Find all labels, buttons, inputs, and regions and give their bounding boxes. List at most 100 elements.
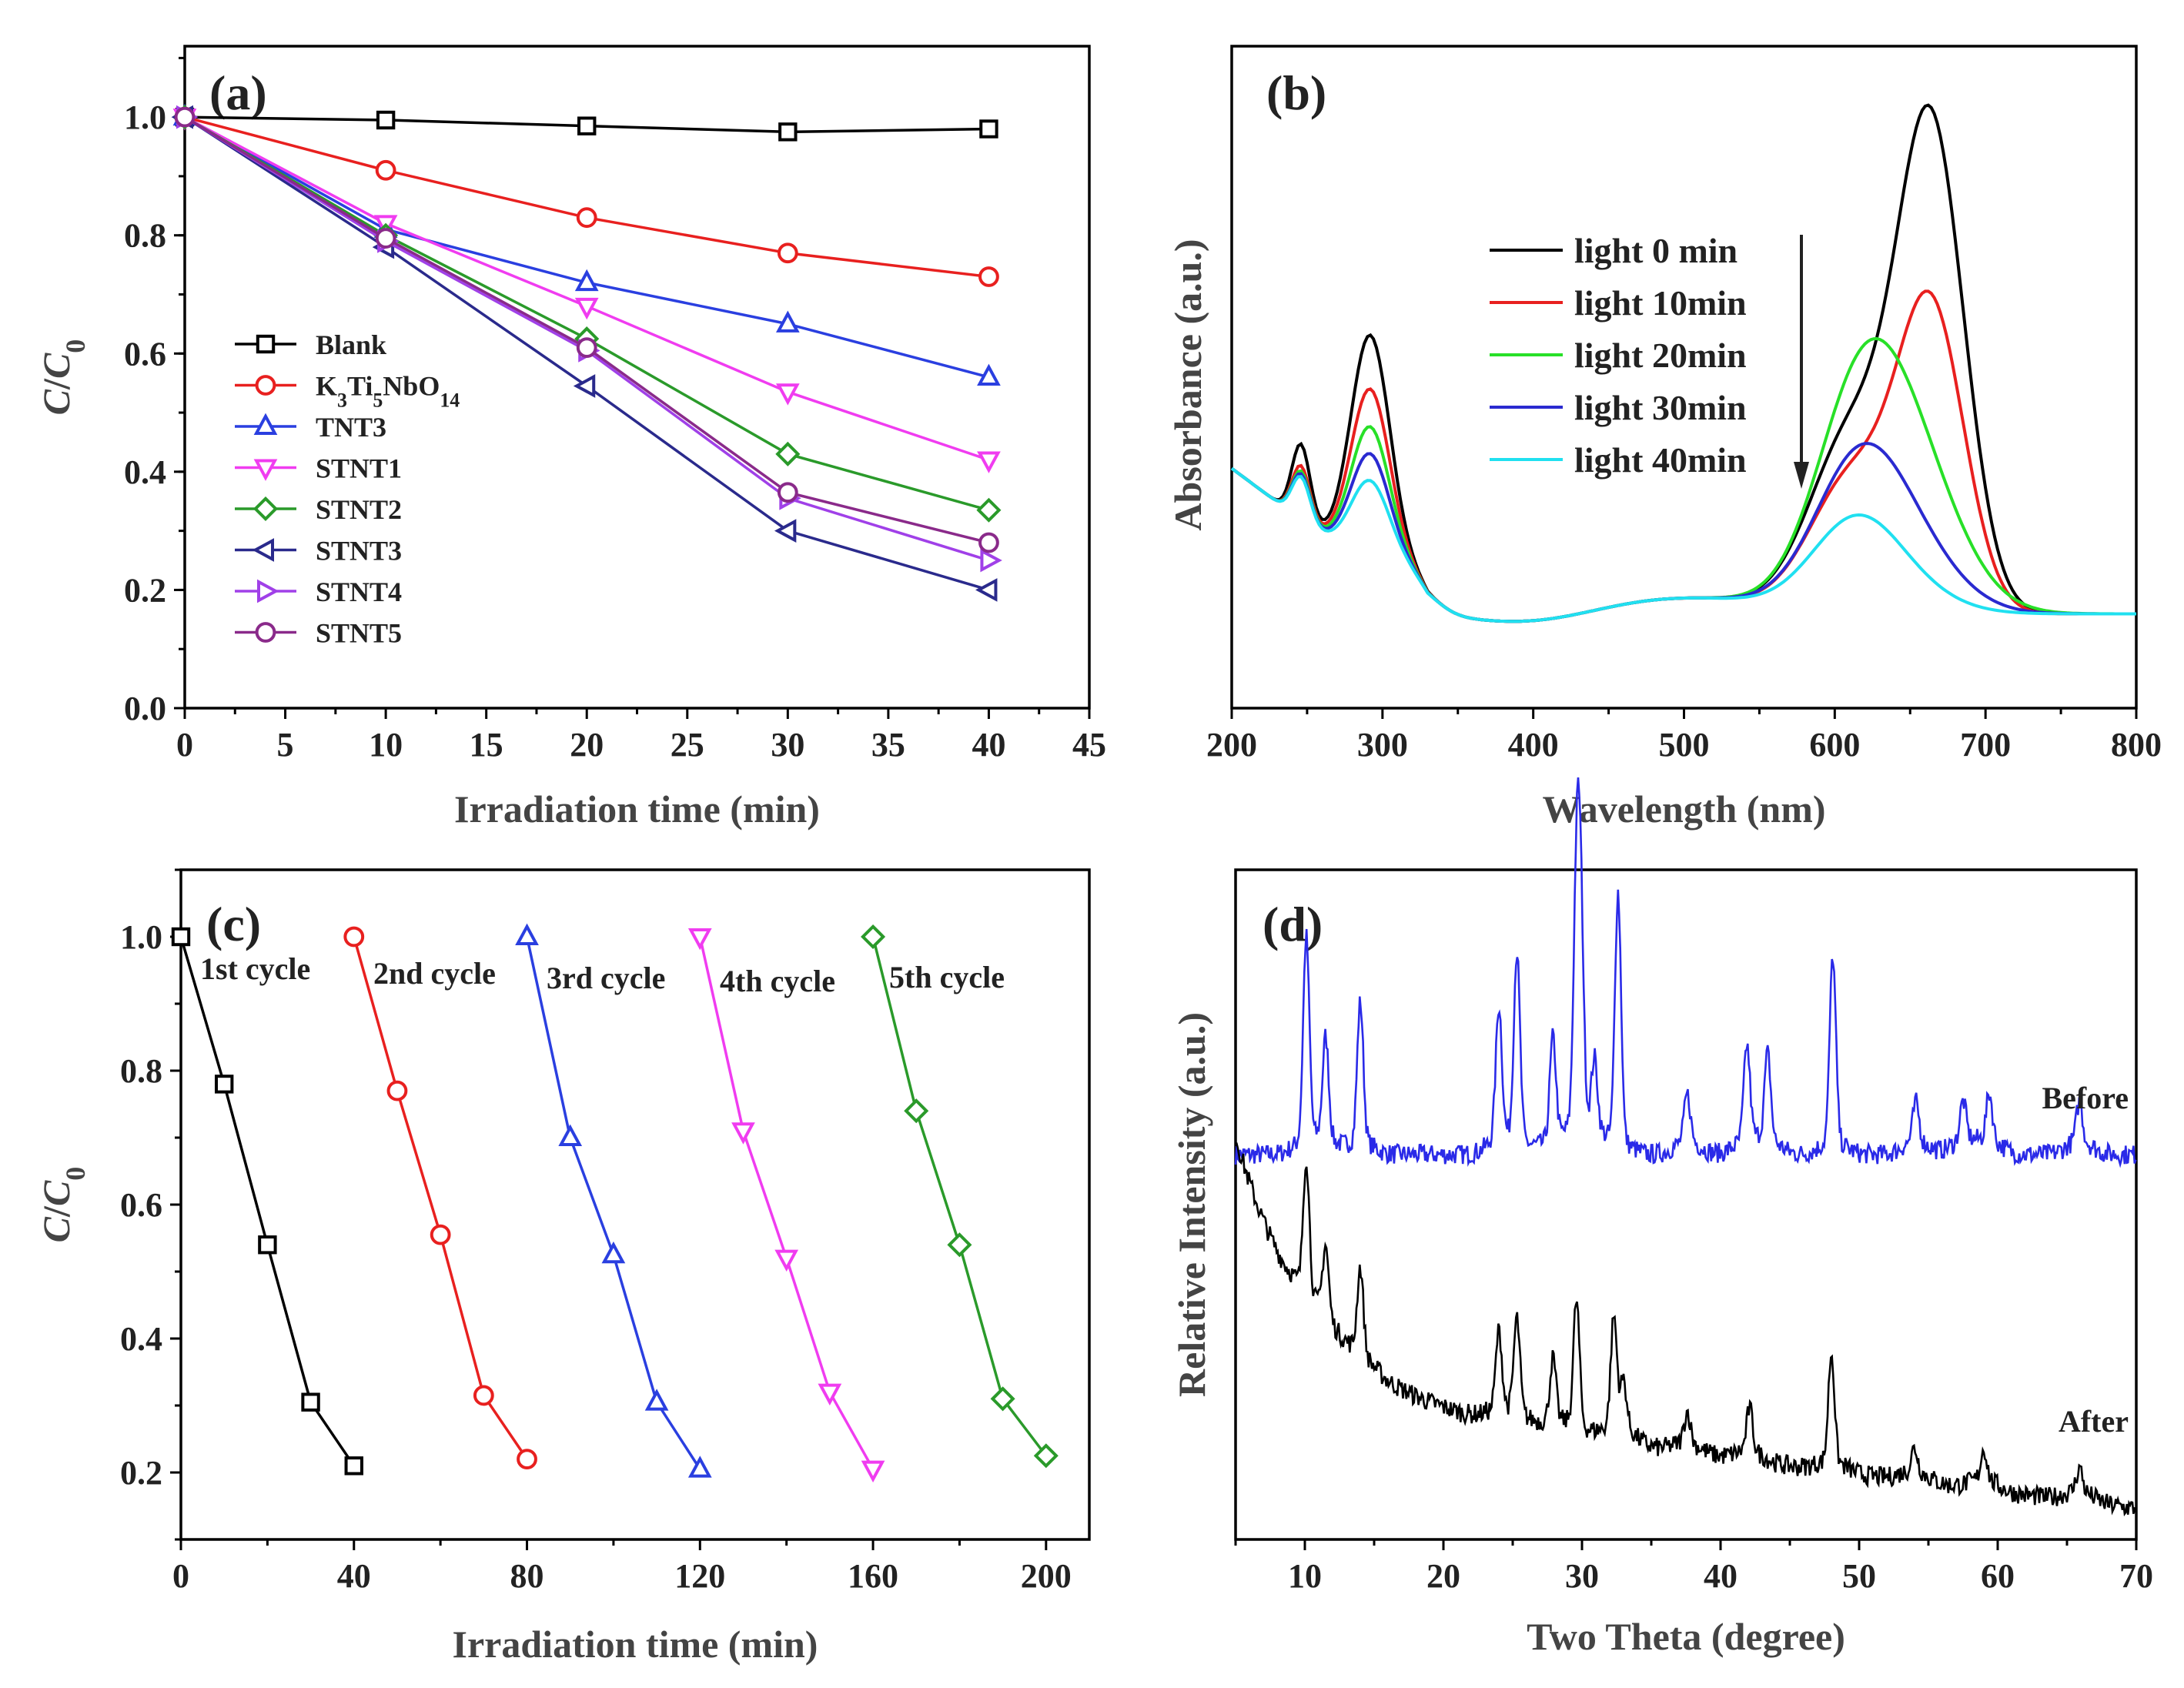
x-tick-label: 10 — [1288, 1557, 1322, 1595]
data-point — [687, 1456, 712, 1478]
data-point — [777, 242, 798, 264]
x-tick-label: 500 — [1659, 726, 1710, 764]
series-line — [179, 936, 356, 1467]
data-point — [774, 519, 797, 543]
legend-marker — [253, 496, 279, 522]
y-tick-label: 0.6 — [120, 1186, 162, 1224]
x-tick-label: 160 — [848, 1557, 898, 1595]
text-part: / — [35, 1205, 78, 1218]
x-axis-label: Wavelength (nm) — [1542, 787, 1825, 831]
y-tick-label: 0.4 — [124, 453, 166, 491]
x-axis-label: Irradiation time (min) — [453, 1623, 818, 1666]
panel-b: 200 300 400 500 600 700 800 (b) Wavelength (nm) A… — [1166, 45, 2162, 831]
data-point — [473, 1385, 494, 1406]
x-tick-label: 15 — [470, 726, 503, 764]
y-tick-label: 1.0 — [120, 918, 162, 956]
data-point — [978, 532, 999, 553]
text-part: C — [35, 1180, 78, 1206]
pattern-line — [1234, 777, 2137, 1168]
x-tick-label: 20 — [570, 726, 604, 764]
data-point — [214, 1075, 234, 1094]
pattern-after — [1235, 1142, 2137, 1517]
legend-label: light 20min — [1574, 336, 1747, 375]
legend-label: light 10min — [1574, 283, 1747, 323]
legend-marker — [253, 459, 278, 481]
series-line — [184, 115, 989, 279]
data-point — [430, 1224, 451, 1245]
x-tick-label: 600 — [1809, 726, 1860, 764]
data-point — [778, 122, 798, 142]
x-tick-label: 200 — [1021, 1557, 1072, 1595]
y-axis-label: Relative Intensity (a.u.) — [1170, 1012, 1213, 1397]
data-point — [573, 374, 596, 398]
x-tick-label: 10 — [369, 726, 403, 764]
legend-label: TNT3 — [316, 412, 386, 443]
plot-frame — [1230, 45, 2138, 710]
y-tick-label: 0.8 — [120, 1052, 162, 1090]
data-point — [904, 1098, 929, 1124]
cycle-3: 3rd cycle — [515, 923, 712, 1478]
spectrum-4: light 40min — [1230, 440, 2136, 623]
text-part: C — [35, 1216, 78, 1242]
data-point — [375, 228, 396, 249]
data-point — [558, 1124, 583, 1146]
cycle-1: 1st cycle — [171, 927, 363, 1476]
y-tick-label: 0.2 — [124, 571, 166, 609]
cycle-5: 5th cycle — [861, 924, 1059, 1469]
panel-c: 0 40 80 120 160 200 0.2 0.4 0.6 0.8 1.0 (c) Irradiat… — [35, 868, 1091, 1666]
x-tick-label: 0 — [172, 1557, 189, 1595]
legend-label: STNT2 — [316, 494, 402, 525]
x-tick-label: 45 — [1072, 726, 1106, 764]
series-line — [353, 936, 528, 1460]
series-k3ti5nbo14: K3Ti5NbO14 — [174, 106, 999, 411]
legend-label: light 30min — [1574, 388, 1747, 427]
text-part: 0 — [60, 339, 91, 353]
data-point — [644, 1389, 669, 1411]
x-tick-label: 400 — [1508, 726, 1559, 764]
pattern-before — [1234, 777, 2137, 1168]
data-point — [386, 1080, 408, 1101]
series-stnt1: STNT1 — [172, 109, 1001, 484]
legend-marker — [255, 622, 276, 643]
x-tick-label: 700 — [1960, 726, 2011, 764]
data-point — [975, 578, 998, 602]
x-tick-label: 0 — [176, 726, 193, 764]
legend-marker — [252, 538, 274, 562]
text-part: C — [35, 389, 78, 415]
panel-d: 10 20 30 40 50 60 70 (d) Two Theta (degree) Relat… — [1170, 777, 2153, 1658]
data-point — [344, 1456, 363, 1476]
spectrum-1: light 10min — [1230, 283, 2136, 623]
x-tick-label: 70 — [2119, 1557, 2153, 1595]
x-tick-label: 80 — [510, 1557, 544, 1595]
data-point — [979, 119, 998, 139]
legend-label: Blank — [316, 329, 386, 360]
x-tick-label: 800 — [2111, 726, 2162, 764]
y-tick-label: 1.0 — [124, 99, 166, 136]
legend-marker — [257, 579, 279, 603]
data-point — [947, 1232, 972, 1258]
data-point — [977, 451, 1001, 473]
series-stnt3: STNT3 — [171, 105, 998, 602]
data-point — [978, 266, 999, 287]
data-point — [861, 1460, 885, 1483]
text-part: 0 — [60, 1167, 91, 1181]
data-point — [818, 1383, 842, 1406]
x-axis-label: Two Theta (degree) — [1527, 1615, 1845, 1658]
x-tick-label: 60 — [1981, 1557, 2015, 1595]
x-tick-label: 40 — [1704, 1557, 1738, 1595]
series-line — [698, 936, 875, 1470]
y-axis-label: C/C0 — [35, 1167, 91, 1243]
cycle-label: 2nd cycle — [373, 956, 496, 991]
x-tick-label: 25 — [671, 726, 704, 764]
data-point — [687, 928, 712, 951]
data-point — [775, 441, 801, 466]
text-part: / — [35, 378, 78, 390]
series-line — [525, 936, 701, 1470]
x-tick-label: 120 — [674, 1557, 725, 1595]
data-point — [601, 1241, 626, 1264]
text-part: 14 — [440, 389, 460, 411]
panel-label: (d) — [1263, 897, 1323, 951]
x-tick-label: 200 — [1206, 726, 1257, 764]
data-point — [980, 548, 1002, 573]
spectrum-line — [1230, 466, 2136, 623]
